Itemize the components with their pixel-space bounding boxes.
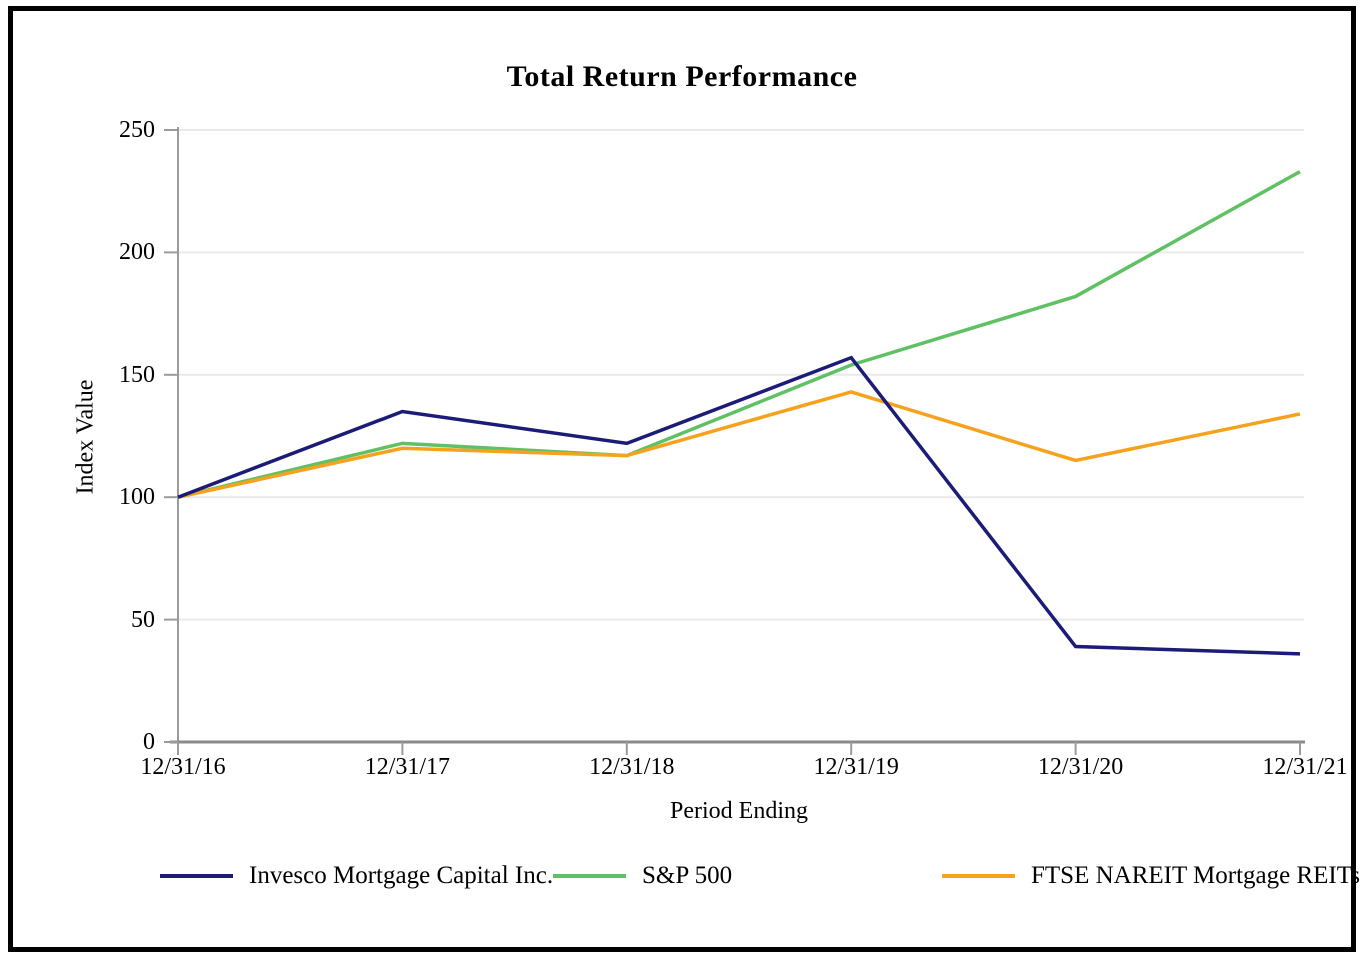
legend-label-invesco-mortgage-capital-inc: Invesco Mortgage Capital Inc. bbox=[249, 862, 554, 889]
chart-title: Total Return Performance bbox=[506, 60, 858, 93]
legend-swatch-ftse-nareit-mortgage-reits bbox=[942, 874, 1015, 878]
legend-swatch-s-p-500 bbox=[553, 874, 626, 878]
x-tick-label-5: 12/31/21 bbox=[1262, 754, 1348, 780]
series-line-ftse-nareit-mortgage-reits bbox=[177, 390, 1301, 499]
y-tick-label-250: 250 bbox=[119, 117, 155, 143]
series-line-invesco-mortgage-capital-inc bbox=[177, 355, 1301, 656]
legend-swatch-invesco-mortgage-capital-inc bbox=[160, 874, 233, 878]
y-tick-label-150: 150 bbox=[119, 361, 155, 388]
y-tick-label-200: 200 bbox=[119, 239, 155, 266]
x-axis-title: Period Ending bbox=[670, 798, 808, 824]
legend-label-ftse-nareit-mortgage-reits: FTSE NAREIT Mortgage REITs bbox=[1031, 862, 1361, 889]
x-tick-label-2: 12/31/18 bbox=[589, 754, 675, 780]
y-tick-label-50: 50 bbox=[131, 606, 155, 633]
x-tick-label-4: 12/31/20 bbox=[1037, 754, 1124, 780]
series-line-s-p-500 bbox=[177, 170, 1301, 499]
x-tick-label-0: 12/31/16 bbox=[140, 754, 226, 780]
legend-item-invesco-mortgage-capital-inc: Invesco Mortgage Capital Inc. bbox=[160, 860, 553, 892]
y-tick-label-0: 0 bbox=[143, 729, 155, 755]
chart-legend: Invesco Mortgage Capital Inc. S&P 500 FTSE… bbox=[0, 860, 1364, 892]
legend-item-s-p-500: S&P 500 bbox=[553, 860, 732, 892]
y-tick-label-100: 100 bbox=[119, 484, 155, 511]
x-tick-label-1: 12/31/17 bbox=[364, 754, 451, 780]
legend-item-ftse-nareit-mortgage-reits: FTSE NAREIT Mortgage REITs bbox=[942, 860, 1360, 892]
legend-label-s-p-500: S&P 500 bbox=[642, 862, 733, 889]
x-tick-label-3: 12/31/19 bbox=[813, 754, 899, 780]
y-axis-title: Index Value bbox=[72, 379, 99, 495]
